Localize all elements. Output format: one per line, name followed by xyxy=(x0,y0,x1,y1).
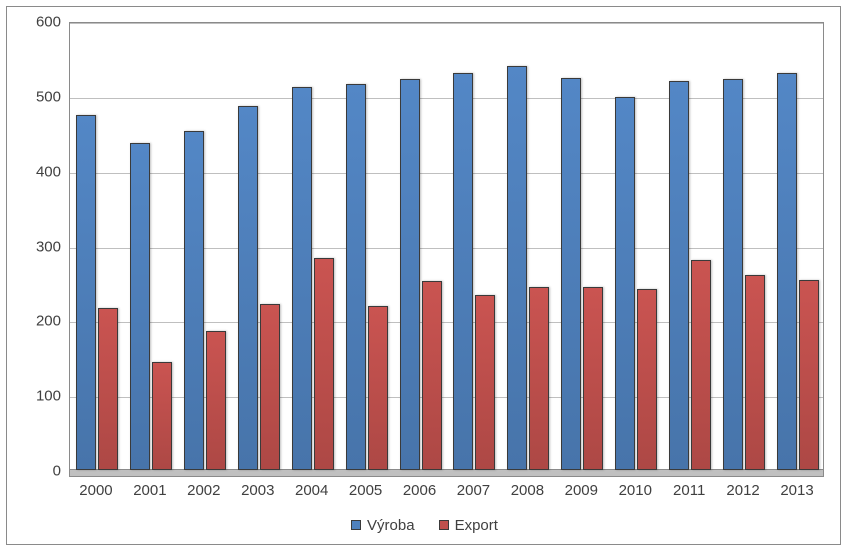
legend: Výroba Export xyxy=(7,513,842,537)
bar-export xyxy=(637,289,657,470)
y-tick-label: 300 xyxy=(16,238,61,255)
bar-výroba xyxy=(400,79,420,470)
legend-swatch-vyroba xyxy=(351,520,361,530)
bar-export xyxy=(422,281,442,470)
bar-výroba xyxy=(238,106,258,470)
x-tick-label: 2005 xyxy=(349,482,382,499)
plot-floor xyxy=(70,469,823,476)
bar-výroba xyxy=(615,97,635,470)
y-tick-label: 500 xyxy=(16,88,61,105)
x-tick-label: 2008 xyxy=(511,482,544,499)
y-tick-label: 100 xyxy=(16,388,61,405)
gridline xyxy=(70,98,823,99)
legend-label-vyroba: Výroba xyxy=(367,517,415,534)
x-tick-label: 2004 xyxy=(295,482,328,499)
x-tick-label: 2009 xyxy=(565,482,598,499)
x-tick-label: 2000 xyxy=(79,482,112,499)
bar-výroba xyxy=(346,84,366,470)
x-tick-label: 2013 xyxy=(780,482,813,499)
bar-export xyxy=(368,306,388,470)
chart-container: Výroba Export 0 100 200 300 400 500 600 2000 200… xyxy=(6,6,841,545)
bar-export xyxy=(152,362,172,471)
bar-export xyxy=(260,304,280,470)
x-tick-label: 2001 xyxy=(133,482,166,499)
plot-area xyxy=(69,22,824,477)
legend-item-vyroba: Výroba xyxy=(351,517,415,534)
bar-export xyxy=(583,287,603,470)
y-tick-label: 600 xyxy=(16,14,61,31)
x-tick-label: 2002 xyxy=(187,482,220,499)
legend-swatch-export xyxy=(439,520,449,530)
y-tick-label: 400 xyxy=(16,163,61,180)
bar-výroba xyxy=(453,73,473,470)
bar-výroba xyxy=(669,81,689,470)
bar-export xyxy=(691,260,711,470)
bar-export xyxy=(799,280,819,470)
y-tick-label: 200 xyxy=(16,313,61,330)
x-tick-label: 2003 xyxy=(241,482,274,499)
bar-export xyxy=(529,287,549,470)
legend-label-export: Export xyxy=(455,517,498,534)
bar-výroba xyxy=(507,66,527,470)
y-tick-label: 0 xyxy=(16,463,61,480)
legend-item-export: Export xyxy=(439,517,498,534)
bar-výroba xyxy=(130,143,150,470)
bar-export xyxy=(745,275,765,470)
x-tick-label: 2012 xyxy=(726,482,759,499)
bar-výroba xyxy=(184,131,204,470)
bar-export xyxy=(206,331,226,470)
x-tick-label: 2011 xyxy=(673,482,705,499)
bar-výroba xyxy=(723,79,743,470)
bar-export xyxy=(314,258,334,470)
bar-výroba xyxy=(777,73,797,470)
bar-export xyxy=(475,295,495,470)
x-tick-label: 2010 xyxy=(619,482,652,499)
x-tick-label: 2007 xyxy=(457,482,490,499)
x-tick-label: 2006 xyxy=(403,482,436,499)
gridline xyxy=(70,23,823,24)
bar-výroba xyxy=(76,115,96,470)
bar-výroba xyxy=(561,78,581,470)
bar-výroba xyxy=(292,87,312,470)
bar-export xyxy=(98,308,118,470)
